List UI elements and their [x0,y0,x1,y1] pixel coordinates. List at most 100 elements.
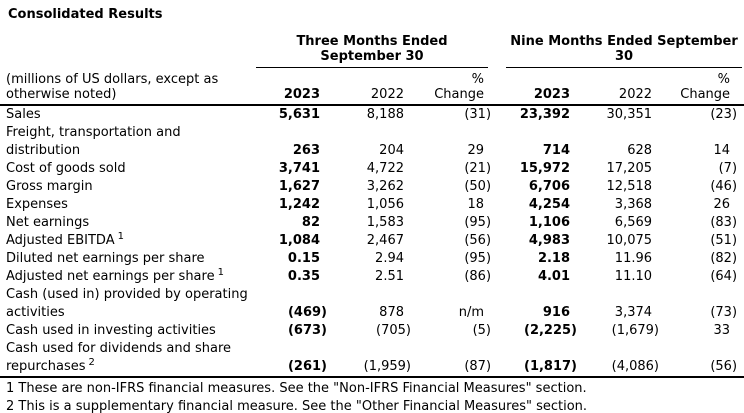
column-header-row: (millions of US dollars, except as other… [0,68,744,106]
cell-pct-change-three-months: 29 [467,143,485,158]
cell-2022-three-months: (1,959) [334,340,418,378]
cell-2022-three-months: 878 [379,305,404,320]
cell-2022-three-months: 2.94 [375,251,404,266]
cell-2023-nine-months: 916 [542,305,571,320]
col-header-2023-nine-months: 2023 [498,68,585,106]
cell-pct-change-three-months: (87) [418,340,499,378]
cell-pct-change-nine-months: (64) [710,269,738,284]
cell-pct-change-three-months: (31) [464,107,492,122]
cell-2022-nine-months: 3,374 [614,305,653,320]
group-header-spacer [0,24,256,68]
cell-2022-nine-months: 10,075 [606,233,653,248]
row-label: Net earnings [0,214,256,232]
cell-2022-nine-months: 6,569 [614,215,653,230]
table-body: Sales 5,631 8,188 (31) 23,392 30,351 (23… [0,105,744,378]
cell-pct-change-nine-months: (73) [710,305,738,320]
cell-2023-nine-months: 2.18 [537,251,571,266]
row-label: Cash (used in) provided by operating act… [0,286,256,322]
consolidated-results-table: Three Months Ended September 30 Nine Mon… [0,24,744,378]
cell-pct-change-three-months: (86) [464,269,492,284]
cell-2023-nine-months: 4,983 [528,233,571,248]
page-title: Consolidated Results [8,7,163,22]
cell-pct-change-three-months: (95) [464,215,492,230]
cell-pct-change-three-months: n/m [458,305,485,320]
table-row: Expenses 1,242 1,056 18 4,254 3,368 26 [0,196,744,214]
cell-2022-nine-months: 3,368 [614,197,653,212]
row-label: Cost of goods sold [0,160,256,178]
cell-2023-three-months: 3,741 [278,161,320,176]
cell-pct-change-nine-months: 33 [713,323,731,338]
footnote-2: 2 This is a supplementary financial meas… [6,399,588,413]
cell-pct-change-nine-months: 14 [713,143,731,158]
row-label-text: Freight, transportation and distribution [6,125,181,158]
cell-2022-nine-months: 11.10 [614,269,653,284]
cell-2023-nine-months: 15,972 [519,161,571,176]
row-label: Freight, transportation and distribution [0,124,256,160]
cell-pct-change-three-months: 18 [467,197,485,212]
cell-2023-nine-months: 6,706 [528,179,571,194]
cell-2022-nine-months: 628 [627,143,653,158]
cell-2022-nine-months: (1,679) [611,323,660,338]
row-label-text: Net earnings [6,215,90,230]
row-label: Cash used for dividends and share repurc… [0,340,256,378]
footnotes: 1 These are non-IFRS financial measures.… [0,378,744,413]
col-header-2022-nine-months: 2022 [584,68,667,106]
cell-2023-nine-months: (2,225) [524,323,578,338]
cell-2022-nine-months: 30,351 [606,107,653,122]
cell-pct-change-nine-months: (56) [666,340,744,378]
row-label-text: Adjusted net earnings per share [6,269,215,284]
group-header-nine-months-cell: Nine Months Ended September 30 [498,24,744,68]
cell-2023-three-months: (261) [256,340,334,378]
cell-2023-three-months: (673) [287,323,327,338]
cell-pct-change-nine-months: (51) [710,233,738,248]
row-label: Adjusted net earnings per share 1 [0,268,256,286]
cell-2023-three-months: 263 [292,143,320,158]
cell-2023-three-months: 5,631 [278,107,320,122]
cell-2023-nine-months: 1,106 [528,215,571,230]
table-row: Adjusted net earnings per share 1 0.35 2.… [0,268,744,286]
cell-pct-change-nine-months: (83) [710,215,738,230]
table-row: Sales 5,631 8,188 (31) 23,392 30,351 (23… [0,105,744,124]
cell-2023-three-months: 1,242 [278,197,320,212]
group-header-row: Three Months Ended September 30 Nine Mon… [0,24,744,68]
table-row: Diluted net earnings per share 0.15 2.94… [0,250,744,268]
table-row: Cash used for dividends and share repurc… [0,340,744,378]
cell-2022-nine-months: 11.96 [614,251,653,266]
cell-2023-three-months: 1,084 [278,233,320,248]
cell-2023-nine-months: 4.01 [537,269,571,284]
cell-pct-change-three-months: (21) [464,161,492,176]
row-label: Gross margin [0,178,256,196]
row-label: Sales [0,105,256,124]
row-label-text: Cash (used in) provided by operating act… [6,287,248,320]
row-label: Expenses [0,196,256,214]
footnote-marker: 1 [217,267,224,278]
cell-2022-three-months: 204 [379,143,404,158]
table-row: Gross margin 1,627 3,262 (50) 6,706 12,5… [0,178,744,196]
row-label-text: Sales [6,107,41,122]
table-row: Freight, transportation and distribution… [0,124,744,160]
cell-2022-nine-months: (4,086) [584,340,667,378]
cell-2022-three-months: 1,583 [366,215,404,230]
col-header-2022-three-months: 2022 [334,68,418,106]
unit-note: (millions of US dollars, except as other… [0,68,256,106]
footnote-marker: 1 [117,231,124,242]
cell-2022-nine-months: 17,205 [606,161,653,176]
cell-2022-three-months: 4,722 [366,161,404,176]
cell-2023-three-months: 1,627 [278,179,320,194]
cell-pct-change-nine-months: (82) [710,251,738,266]
cell-2023-three-months: 0.35 [287,269,320,284]
cell-2023-three-months: (469) [287,305,327,320]
row-label-text: Expenses [6,197,68,212]
cell-pct-change-three-months: (50) [464,179,492,194]
col-header-pct-change-three-months: % Change [418,68,499,106]
cell-pct-change-nine-months: 26 [713,197,731,212]
cell-2022-nine-months: 12,518 [606,179,653,194]
row-label-text: Adjusted EBITDA [6,233,115,248]
col-header-pct-change-nine-months: % Change [666,68,744,106]
row-label-text: Gross margin [6,179,93,194]
consolidated-results-page: Consolidated Results Three Months Ended … [0,6,744,413]
cell-pct-change-nine-months: (46) [710,179,738,194]
row-label-text: Cash used in investing activities [6,323,216,338]
cell-pct-change-three-months: (56) [464,233,492,248]
footnote-marker: 2 [88,357,95,368]
